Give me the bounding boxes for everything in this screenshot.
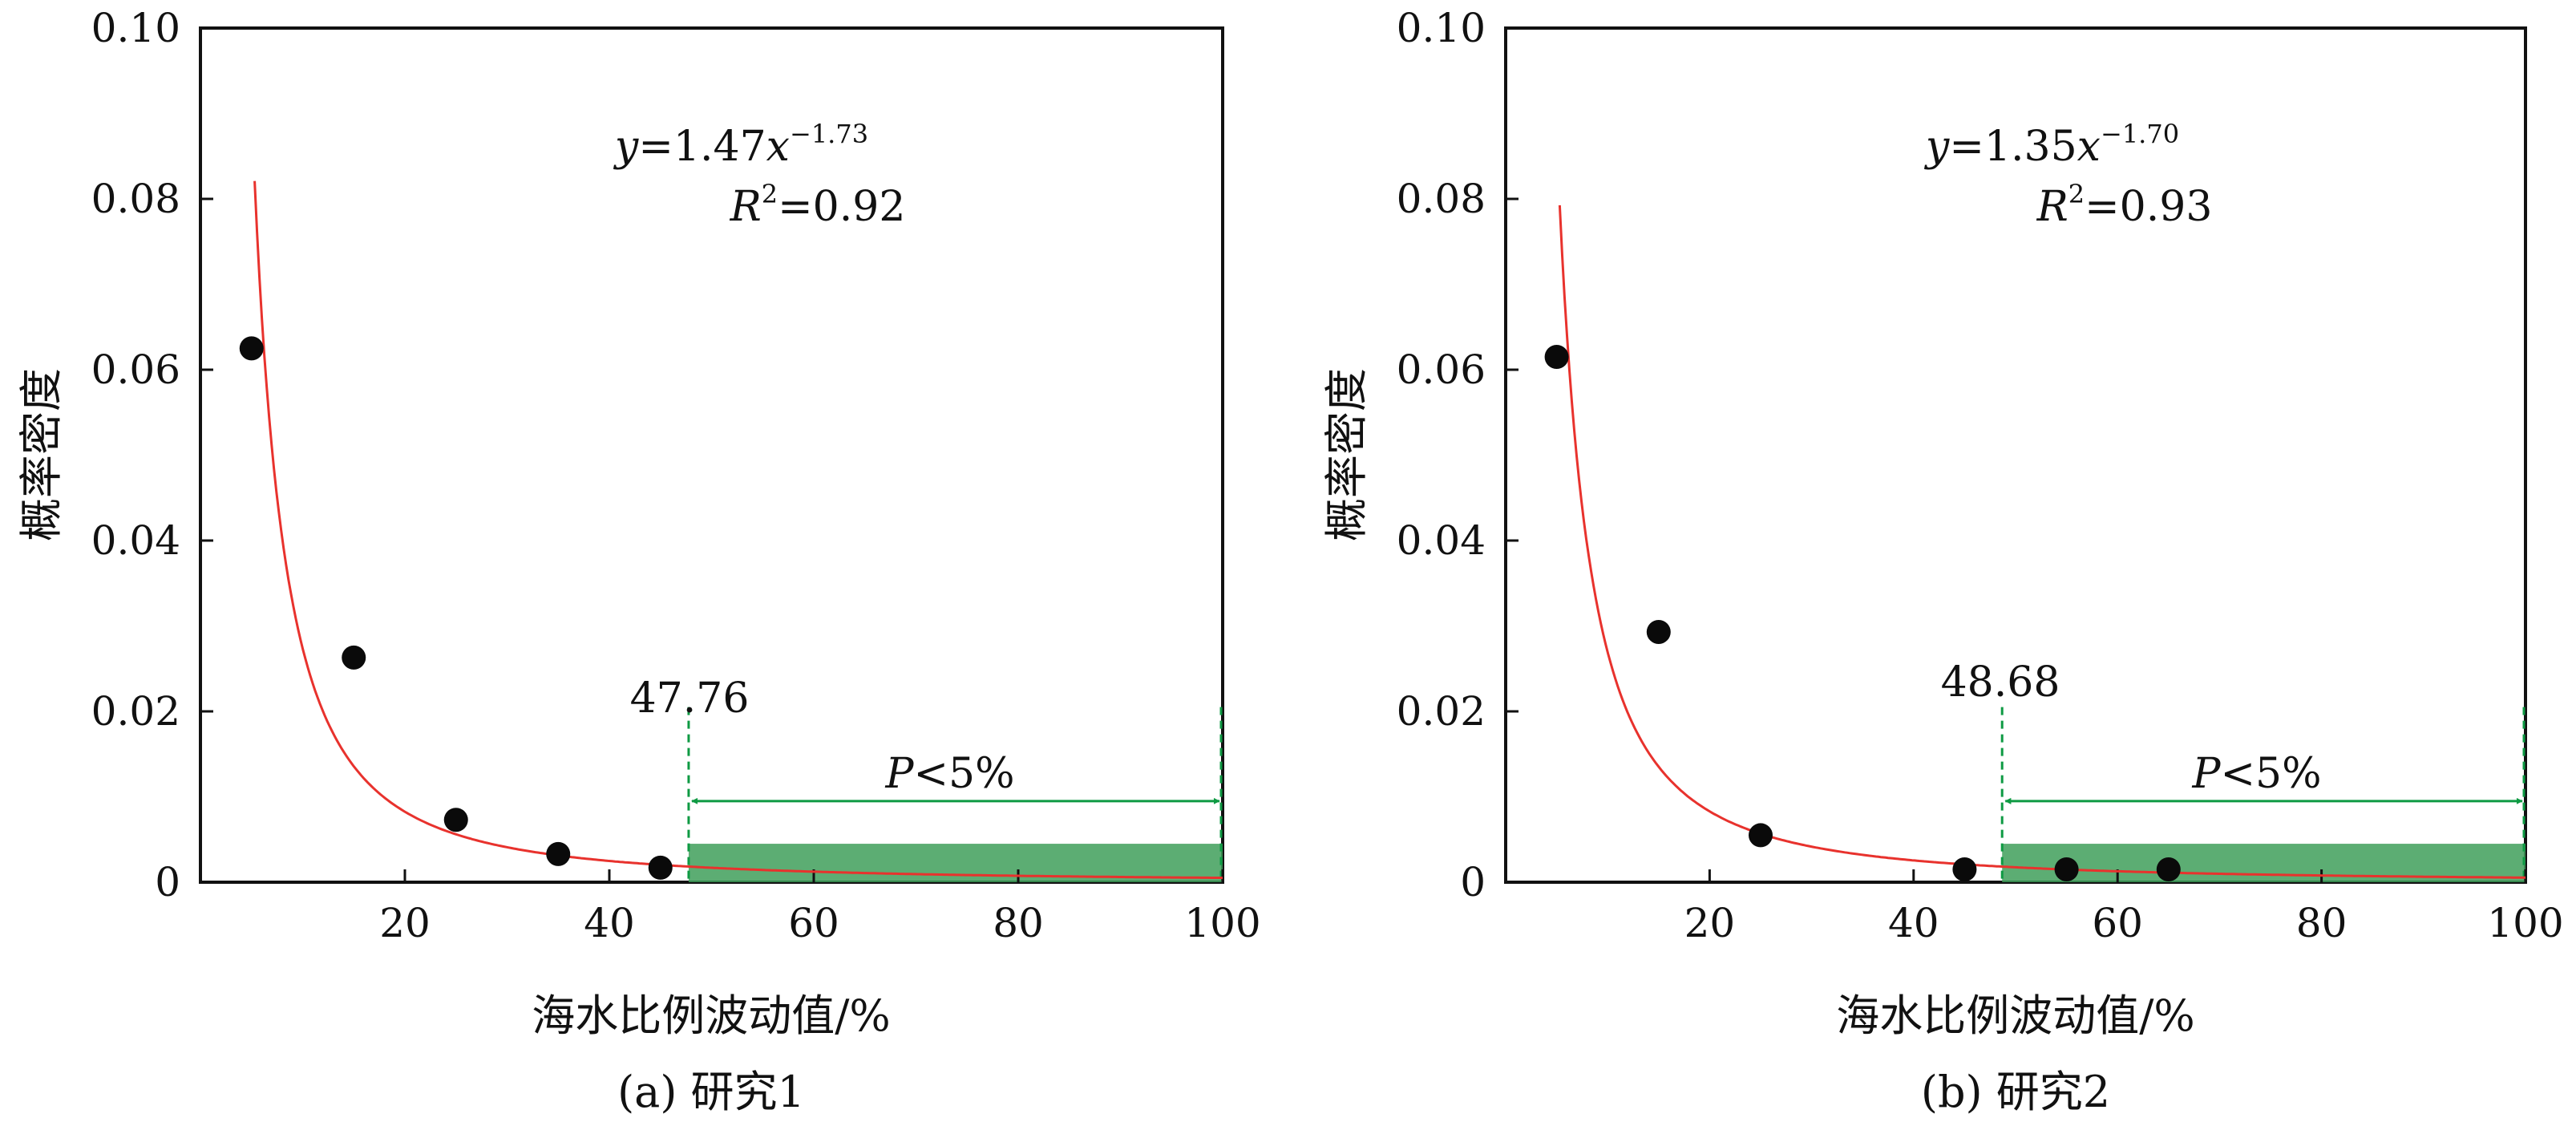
panel-a-y-tick-label: 0.02: [91, 688, 180, 735]
panel-b-p-rest: <5%: [2220, 750, 2321, 798]
panel-b-data-point: [1544, 345, 1569, 370]
panel-a-data-point: [239, 336, 264, 361]
panel-b-equation: y=1.35x−1.70: [1924, 119, 2179, 171]
panel-b-x-tick-label: 100: [2487, 900, 2563, 946]
panel-b-x-tick-label: 40: [1888, 900, 1939, 946]
panel-b-data-point: [2054, 857, 2079, 882]
panel-a-points: [239, 336, 673, 880]
panel-a-y-tick-label: 0: [155, 859, 180, 905]
panel-a-r2: R2=0.92: [730, 179, 906, 231]
panel-a-data-point: [342, 645, 366, 670]
panel-b-y-axis-title: 概率密度: [1321, 368, 1372, 541]
panel-b-r2: R2=0.93: [2036, 179, 2213, 231]
panel-b-x-axis-title: 海水比例波动值/%: [1836, 990, 2195, 1041]
panel-a-x-tick-label: 100: [1184, 900, 1260, 946]
panel-a-x-tick-label: 20: [379, 900, 431, 946]
panel-b-y-tick-label: 0.10: [1397, 5, 1486, 51]
panel-a-p-var: P: [884, 750, 914, 798]
panel-b-eq-coef: =1.35: [1949, 123, 2077, 171]
panel-b-y-tick-label: 0.08: [1397, 176, 1486, 222]
panel-b-r2-value: =0.93: [2085, 183, 2212, 231]
panel-a: 20 40 60 80 100 0 0.02 0.04 0.06 0.08 0.10 y=1.47x…: [16, 5, 1261, 1117]
panel-a-p-rest: <5%: [913, 750, 1014, 798]
panel-b-threshold-layer: [2000, 707, 2525, 882]
panel-a-data-point: [546, 841, 571, 866]
panel-a-y-tick-label: 0.10: [91, 5, 180, 51]
panel-a-y-tick-label: 0.06: [91, 346, 180, 393]
panel-b-eq-y: y: [1924, 123, 1950, 171]
panel-a-eq-x: x: [766, 123, 790, 171]
panel-b-tick-labels: 20 40 60 80 100 0 0.02 0.04 0.06 0.08 0.10: [1397, 5, 2564, 946]
panel-b-r2-sup: 2: [2068, 179, 2085, 209]
panel-a-y-axis-title: 概率密度: [16, 368, 67, 541]
panel-b-points: [1544, 345, 2181, 882]
panel-b-x-tick-label: 80: [2296, 900, 2348, 946]
panel-a-y-tick-label: 0.04: [91, 517, 180, 564]
panel-a-p-label: P<5%: [884, 750, 1014, 798]
panel-a-eq-coef: =1.47: [638, 123, 766, 171]
panel-a-data-point: [648, 855, 673, 880]
panel-b-data-point: [2156, 857, 2181, 882]
panel-b: 20 40 60 80 100 0 0.02 0.04 0.06 0.08 0.10 y=1.35x…: [1321, 5, 2564, 1117]
panel-b-data-point: [1749, 823, 1773, 848]
panel-a-r2-sup: 2: [762, 179, 778, 209]
panel-b-data-point: [1952, 857, 1977, 882]
panel-a-threshold-layer: [687, 707, 1223, 882]
panel-a-r2-r: R: [730, 183, 762, 231]
panel-b-y-tick-label: 0.02: [1397, 688, 1486, 735]
panel-a-x-tick-label: 40: [584, 900, 635, 946]
panel-b-data-point: [1646, 619, 1671, 644]
panel-b-y-tick-label: 0: [1460, 859, 1486, 905]
panel-a-y-tick-label: 0.08: [91, 176, 180, 222]
panel-b-x-tick-label: 60: [2092, 900, 2143, 946]
panel-b-caption: (b) 研究2: [1921, 1067, 2110, 1117]
panel-b-eq-x: x: [2077, 123, 2101, 171]
panel-b-y-tick-label: 0.04: [1397, 517, 1486, 564]
panel-b-p-var: P: [2191, 750, 2221, 798]
panel-a-threshold-label: 47.76: [630, 674, 750, 723]
panel-a-eq-exponent: −1.73: [790, 119, 868, 149]
panel-b-p-label: P<5%: [2191, 750, 2321, 798]
panel-a-tick-labels: 20 40 60 80 100 0 0.02 0.04 0.06 0.08 0.10: [91, 5, 1261, 946]
panel-b-threshold-label: 48.68: [1941, 658, 2060, 707]
panel-a-fit-line: [253, 180, 1223, 880]
panel-a-caption: (a) 研究1: [617, 1067, 805, 1117]
panel-a-equation: y=1.47x−1.73: [613, 119, 868, 171]
panel-b-r2-r: R: [2036, 183, 2068, 231]
panel-a-eq-y: y: [613, 123, 639, 171]
panel-b-eq-exponent: −1.70: [2101, 119, 2179, 149]
panel-b-y-tick-label: 0.06: [1397, 346, 1486, 393]
panel-b-fit-line: [1558, 205, 2525, 879]
panel-b-x-tick-label: 20: [1684, 900, 1736, 946]
panel-a-data-point: [443, 808, 468, 832]
panel-a-x-axis-title: 海水比例波动值/%: [532, 990, 891, 1041]
panel-a-x-tick-label: 80: [993, 900, 1044, 946]
panel-a-x-tick-label: 60: [788, 900, 839, 946]
panel-a-r2-value: =0.92: [778, 183, 905, 231]
